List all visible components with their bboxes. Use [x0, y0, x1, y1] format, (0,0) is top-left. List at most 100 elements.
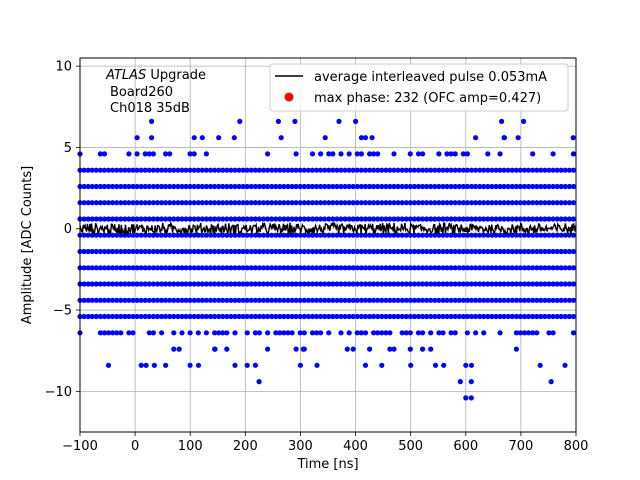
sample-point: [391, 313, 397, 320]
sample-point: [224, 281, 230, 287]
sample-point: [93, 200, 99, 206]
sample-point: [558, 167, 564, 173]
sample-point: [387, 216, 393, 222]
sample-point: [436, 167, 442, 173]
sample-point: [477, 281, 483, 287]
sample-point: [530, 281, 536, 287]
sample-point: [440, 232, 446, 238]
sample-point: [428, 167, 434, 173]
sample-point: [493, 297, 499, 303]
sample-point: [513, 248, 520, 255]
sample-point: [159, 313, 165, 320]
sample-point: [399, 216, 405, 222]
sample-point: [562, 183, 568, 190]
sample-point: [452, 265, 458, 271]
sample-point: [367, 346, 373, 352]
sample-point: [358, 297, 364, 303]
sample-point: [367, 313, 373, 320]
sample-point: [513, 313, 520, 320]
sample-point: [142, 200, 148, 206]
sample-point-outlier: [151, 362, 157, 368]
sample-point: [497, 281, 503, 287]
sample-point: [289, 167, 295, 173]
sample-point: [199, 232, 205, 238]
sample-point: [293, 281, 299, 287]
sample-point: [269, 281, 275, 287]
sample-point: [391, 216, 397, 222]
sample-point: [138, 362, 144, 368]
sample-point: [460, 216, 466, 222]
sample-point: [301, 183, 307, 190]
sample-point: [105, 200, 112, 206]
sample-point: [269, 216, 275, 222]
sample-point: [526, 200, 532, 206]
sample-point: [183, 313, 189, 320]
legend-box: [269, 63, 569, 112]
sample-point-outlier: [176, 346, 182, 352]
sample-point: [260, 216, 267, 222]
sample-point: [142, 183, 148, 190]
sample-point: [350, 297, 356, 303]
sample-point: [367, 265, 373, 271]
atlas-annotation: ATLAS Upgrade Board260 Ch018 35dB: [105, 68, 206, 116]
sample-point: [375, 216, 381, 222]
sample-point-outlier: [432, 362, 439, 368]
sample-point: [505, 297, 511, 303]
sample-point: [126, 313, 132, 320]
sample-point: [358, 232, 364, 238]
sample-point: [277, 216, 283, 222]
sample-point: [501, 297, 507, 303]
sample-point: [309, 232, 316, 238]
sample-point: [375, 167, 381, 173]
sample-point: [130, 313, 136, 320]
sample-point: [216, 167, 222, 173]
sample-point: [297, 281, 303, 287]
sample-point: [362, 167, 369, 173]
sample-point: [265, 281, 271, 287]
sample-point: [566, 248, 573, 255]
sample-point: [224, 346, 230, 352]
sample-point: [338, 297, 344, 303]
sample-point: [407, 346, 413, 352]
sample-point: [289, 265, 295, 271]
sample-point: [265, 183, 271, 190]
sample-point: [338, 248, 344, 255]
sample-point: [440, 167, 446, 173]
sample-point: [391, 281, 397, 287]
sample-point: [395, 216, 401, 222]
sample-point: [110, 297, 116, 303]
sample-point: [334, 183, 340, 190]
sample-point: [517, 200, 524, 206]
sample-point: [395, 313, 401, 320]
sample-point: [305, 297, 311, 303]
sample-point: [387, 265, 393, 271]
sample-point: [501, 281, 507, 287]
sample-point: [403, 313, 409, 320]
sample-point: [387, 346, 393, 352]
sample-point: [554, 216, 560, 222]
sample-point: [322, 200, 328, 206]
x-tick-label: 800: [564, 439, 589, 454]
sample-point: [224, 313, 230, 320]
sample-point: [362, 330, 369, 336]
sample-point: [550, 265, 556, 271]
sample-point: [126, 151, 132, 157]
sample-point: [415, 281, 422, 287]
sample-point: [199, 216, 205, 222]
sample-point: [216, 248, 222, 255]
sample-point: [154, 232, 161, 238]
sample-point: [150, 167, 156, 173]
sample-point: [485, 297, 491, 303]
sample-point: [122, 297, 128, 303]
sample-point: [138, 167, 144, 173]
sample-point: [167, 232, 173, 238]
sample-point: [367, 248, 373, 255]
sample-point: [163, 248, 169, 255]
sample-point: [199, 200, 205, 206]
sample-point: [293, 313, 299, 320]
sample-point: [297, 216, 303, 222]
sample-point: [521, 265, 528, 271]
sample-point: [505, 183, 511, 190]
sample-point: [546, 265, 552, 271]
sample-point: [546, 167, 552, 173]
